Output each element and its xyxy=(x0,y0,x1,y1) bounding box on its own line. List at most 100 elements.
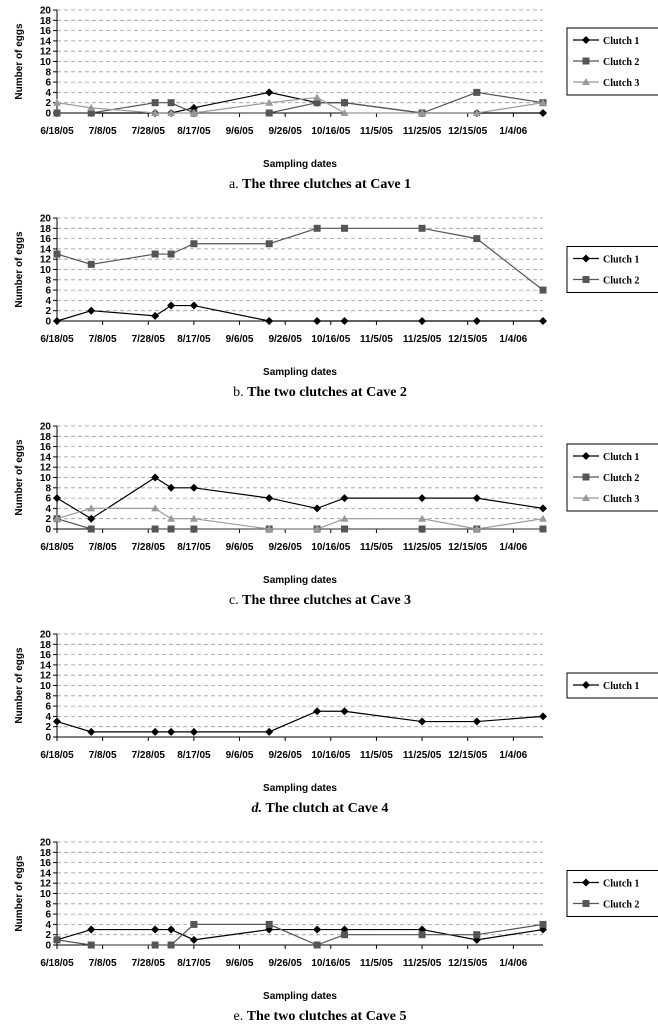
data-point xyxy=(313,525,322,532)
legend-label: Clutch 2 xyxy=(603,473,639,484)
legend-swatch-marker xyxy=(582,57,590,65)
data-point xyxy=(340,99,348,107)
data-point xyxy=(340,494,349,503)
caption-prefix: a. xyxy=(229,177,242,192)
legend-label: Clutch 2 xyxy=(603,900,639,911)
x-axis-label: Sampling dates xyxy=(263,575,337,586)
series-line xyxy=(56,304,543,322)
caption-title: The three clutches at Cave 3 xyxy=(242,593,411,608)
y-tick-label: 14 xyxy=(40,244,52,255)
data-point xyxy=(87,514,96,523)
legend-label: Clutch 1 xyxy=(603,255,639,266)
data-point xyxy=(189,514,198,522)
y-tick-label: 0 xyxy=(45,941,51,952)
y-tick-label: 2 xyxy=(45,306,51,317)
legend: Clutch 1 Clutch 2 xyxy=(566,246,658,293)
data-point xyxy=(265,88,274,97)
data-point xyxy=(313,707,322,716)
x-axis-label: Sampling dates xyxy=(263,367,337,378)
data-point xyxy=(472,109,481,116)
data-point xyxy=(167,250,175,258)
x-tick-label: 7/28/05 xyxy=(132,126,166,137)
y-tick-label: 6 xyxy=(45,286,51,297)
data-point xyxy=(167,925,176,934)
y-tick-label: 14 xyxy=(40,36,52,47)
y-tick-label: 12 xyxy=(40,671,52,682)
x-tick-label: 6/18/05 xyxy=(40,750,74,761)
data-point xyxy=(472,317,481,325)
x-tick-label: 10/16/05 xyxy=(311,958,350,969)
y-tick-label: 10 xyxy=(40,265,52,276)
x-tick-label: 6/18/05 xyxy=(40,334,74,345)
x-tick-label: 1/4/06 xyxy=(499,958,527,969)
legend-swatch-marker xyxy=(582,276,590,283)
y-tick-label: 20 xyxy=(40,838,52,849)
x-tick-label: 8/17/05 xyxy=(177,958,211,969)
x-axis-label: Sampling dates xyxy=(263,783,337,794)
y-tick-label: 20 xyxy=(40,214,52,225)
data-point xyxy=(539,109,547,117)
data-point xyxy=(539,712,547,721)
x-tick-label: 7/28/05 xyxy=(132,334,166,345)
data-point xyxy=(265,494,274,503)
data-point xyxy=(473,235,481,243)
data-point xyxy=(539,514,547,522)
x-tick-label: 7/8/05 xyxy=(89,126,117,137)
data-point xyxy=(167,301,176,310)
data-point xyxy=(418,931,426,939)
data-point xyxy=(313,99,321,107)
legend: Clutch 1 xyxy=(566,672,658,699)
data-point xyxy=(167,99,175,107)
data-point xyxy=(265,525,274,532)
chart-caption: b. The two clutches at Cave 2 xyxy=(233,385,407,400)
legend-swatch-marker xyxy=(582,681,590,689)
data-point xyxy=(340,109,349,116)
data-point xyxy=(167,109,176,116)
data-point xyxy=(151,941,159,949)
data-point xyxy=(87,306,96,315)
x-tick-label: 10/16/05 xyxy=(311,126,350,137)
data-point xyxy=(53,98,61,106)
x-tick-label: 6/18/05 xyxy=(40,542,74,553)
data-point xyxy=(151,504,160,512)
legend-label: Clutch 3 xyxy=(603,494,639,505)
y-tick-label: 14 xyxy=(40,660,52,671)
data-point xyxy=(539,286,547,294)
x-tick-label: 9/26/05 xyxy=(268,750,302,761)
y-tick-label: 6 xyxy=(45,78,51,89)
data-point xyxy=(189,301,198,310)
x-tick-label: 1/4/06 xyxy=(499,750,527,761)
y-tick-label: 18 xyxy=(40,848,52,859)
data-point xyxy=(87,103,96,111)
x-tick-label: 8/17/05 xyxy=(177,542,211,553)
x-tick-label: 9/6/05 xyxy=(226,334,254,345)
data-point xyxy=(313,93,322,101)
x-tick-label: 11/25/05 xyxy=(403,958,442,969)
data-point xyxy=(190,525,198,533)
y-tick-label: 2 xyxy=(45,514,51,525)
y-tick-label: 18 xyxy=(40,432,52,443)
data-point xyxy=(340,707,349,716)
data-point xyxy=(472,525,481,532)
data-point xyxy=(151,311,160,320)
series-line xyxy=(56,710,544,733)
legend-label: Clutch 1 xyxy=(603,879,639,890)
x-tick-label: 9/6/05 xyxy=(226,126,254,137)
x-tick-label: 9/26/05 xyxy=(268,334,302,345)
y-tick-label: 0 xyxy=(45,317,51,328)
data-point xyxy=(265,317,274,325)
y-tick-label: 16 xyxy=(40,442,52,453)
data-point xyxy=(418,525,426,533)
x-tick-label: 12/15/05 xyxy=(448,542,487,553)
y-tick-label: 20 xyxy=(40,630,52,641)
y-tick-label: 10 xyxy=(40,889,52,900)
x-tick-label: 8/17/05 xyxy=(177,334,211,345)
data-point xyxy=(87,260,95,268)
legend: Clutch 1 Clutch 2 xyxy=(566,870,658,917)
y-axis-label: Number of eggs xyxy=(14,647,25,724)
data-point xyxy=(340,317,349,325)
